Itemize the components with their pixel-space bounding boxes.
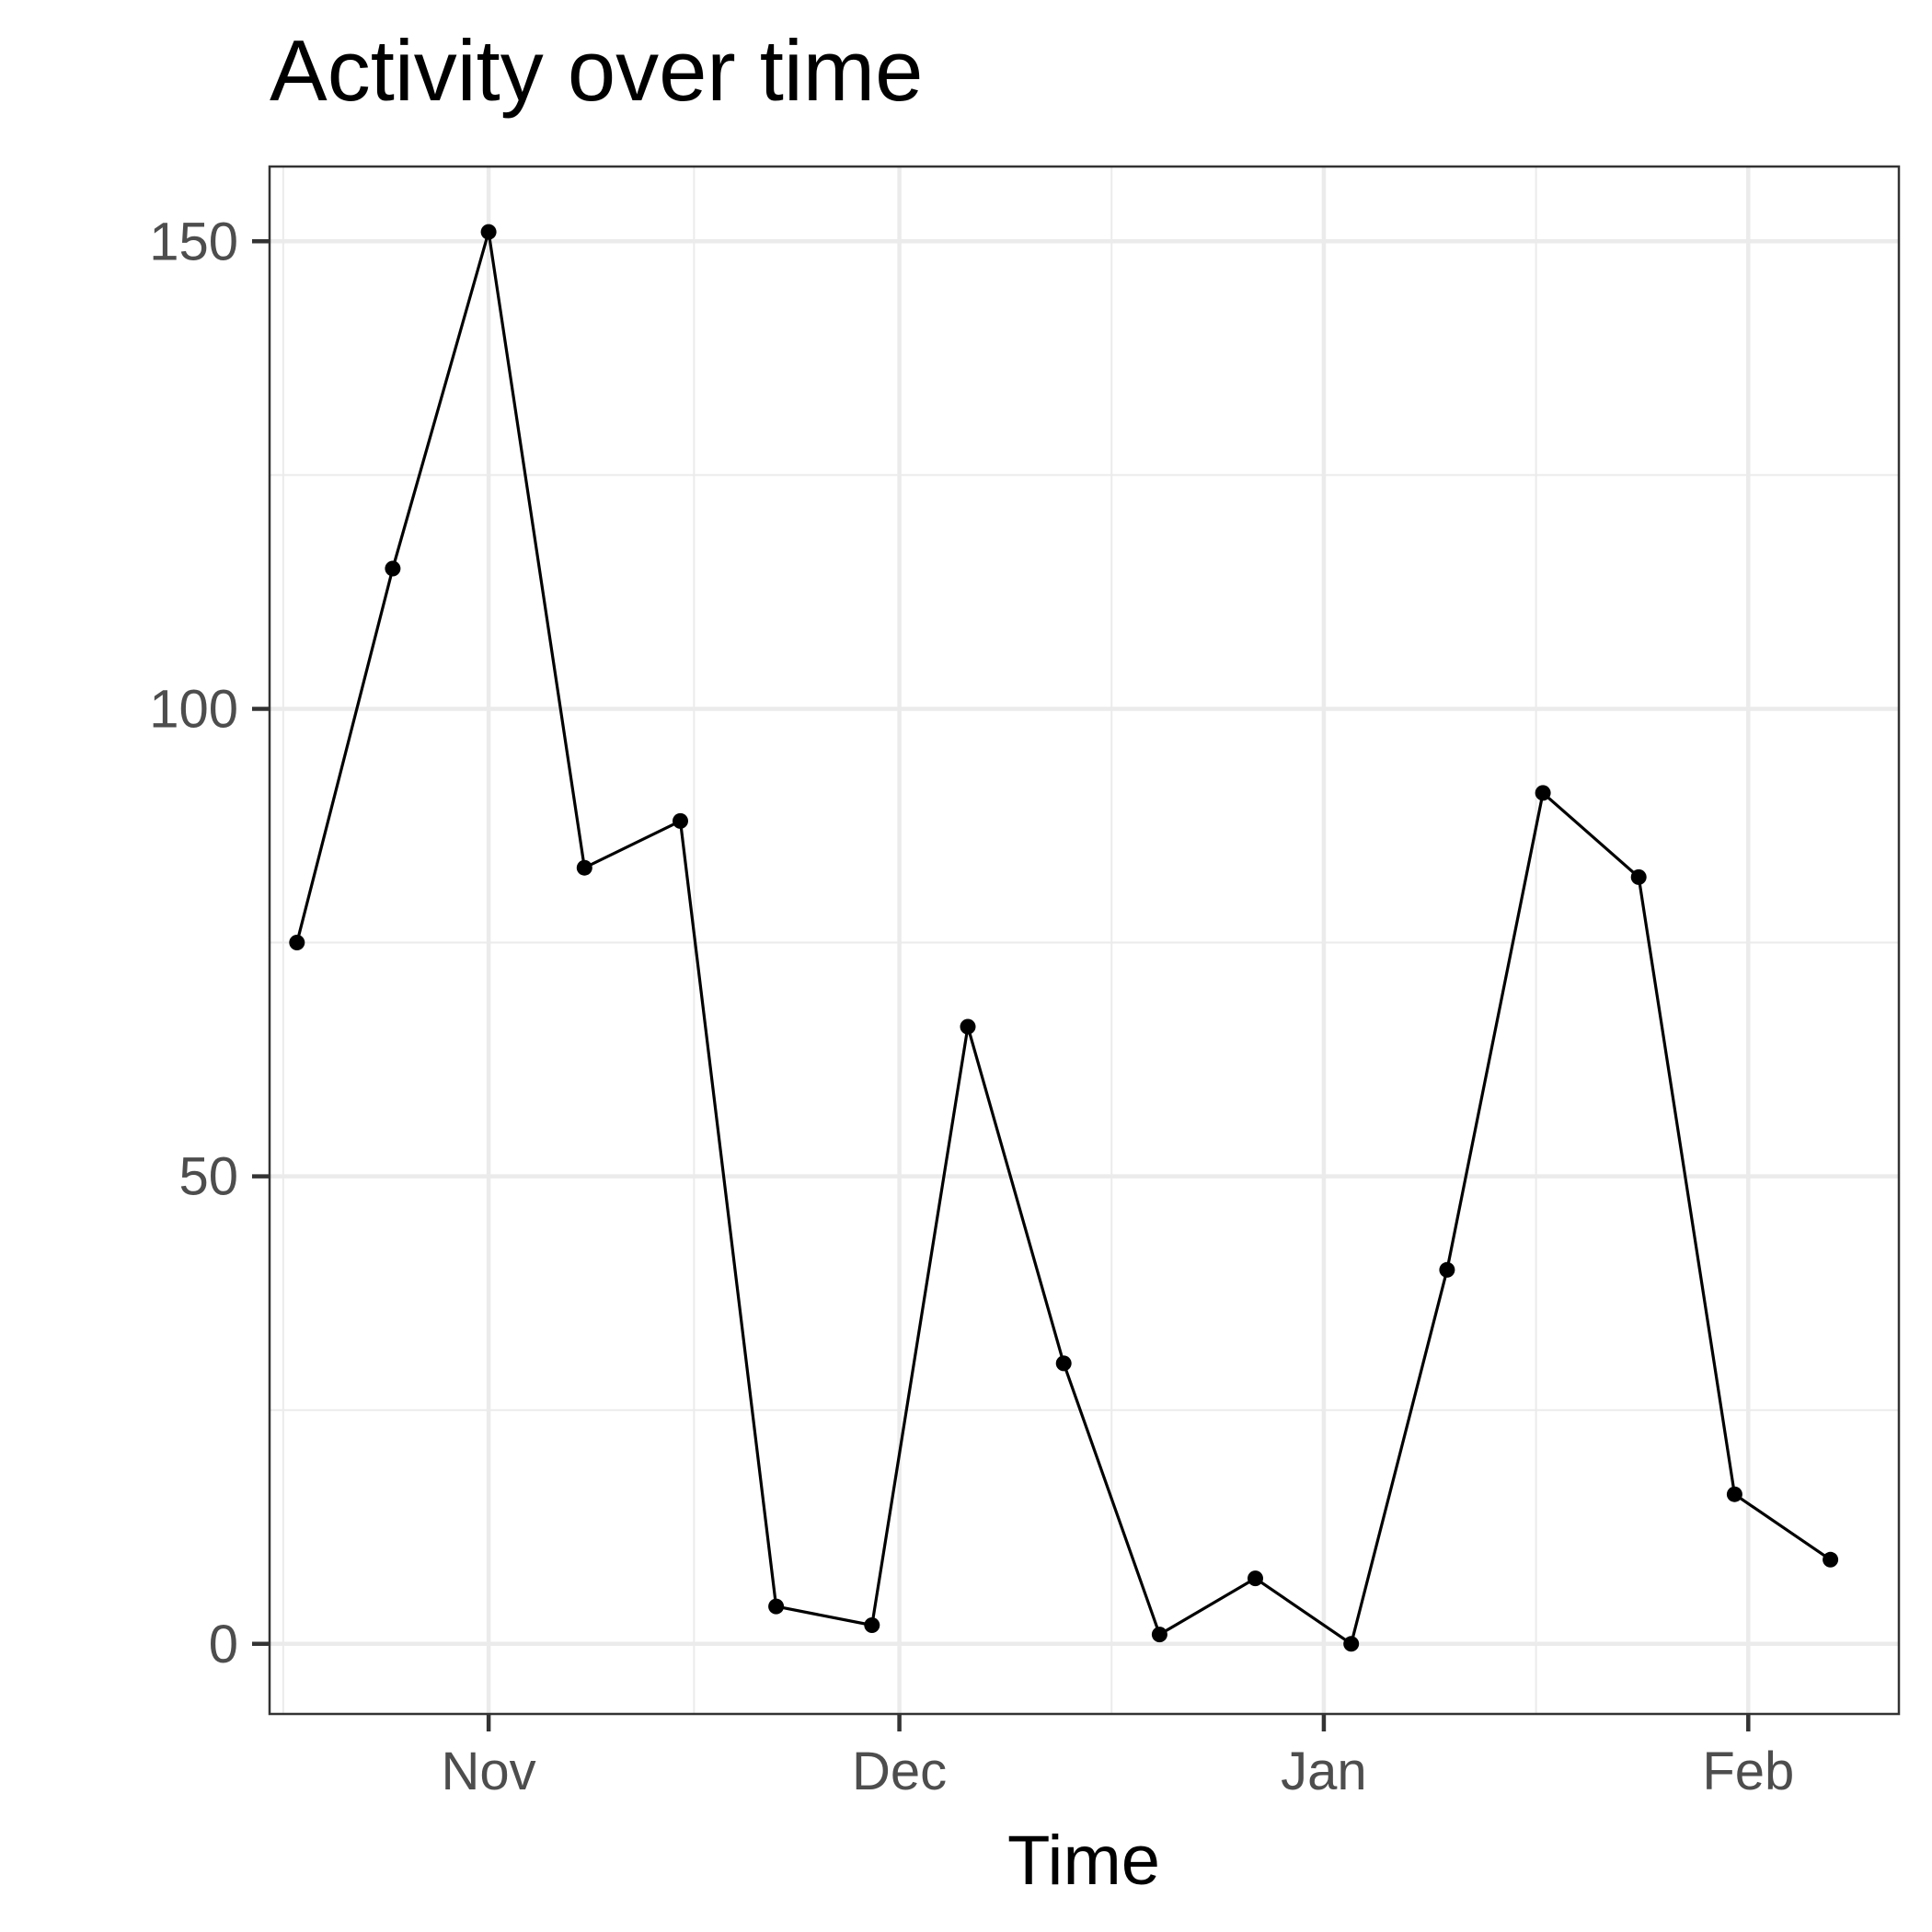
y-tick-label: 50 xyxy=(178,1147,238,1207)
data-point xyxy=(1439,1261,1455,1278)
y-tick-label: 100 xyxy=(149,679,238,739)
data-point xyxy=(1823,1551,1839,1568)
data-point xyxy=(1248,1570,1263,1587)
data-point xyxy=(768,1598,785,1615)
x-tick-label: Feb xyxy=(1702,1742,1794,1801)
data-point xyxy=(1343,1636,1360,1652)
data-point xyxy=(864,1617,880,1633)
chart-title: Activity over time xyxy=(270,22,924,119)
data-point xyxy=(1630,868,1647,885)
data-point xyxy=(1151,1627,1167,1643)
data-points xyxy=(289,224,1839,1652)
data-point xyxy=(385,560,401,577)
x-tick-label: Jan xyxy=(1281,1742,1367,1801)
series-line xyxy=(295,230,1832,1646)
y-tick-label: 150 xyxy=(149,212,238,271)
data-point xyxy=(576,859,592,876)
x-axis: Nov Dec Jan Feb xyxy=(442,1714,1794,1801)
x-tick-label: Dec xyxy=(852,1742,947,1801)
major-gridlines xyxy=(270,167,1899,1714)
data-point xyxy=(289,935,305,950)
data-point xyxy=(1535,785,1551,801)
y-tick-label: 0 xyxy=(209,1615,238,1674)
panel-border xyxy=(268,165,1901,1716)
x-tick-label: Nov xyxy=(442,1742,536,1801)
data-point xyxy=(673,812,688,829)
y-axis: 0 50 100 150 xyxy=(149,212,270,1674)
x-axis-title: Time xyxy=(1007,1822,1160,1900)
data-point xyxy=(1055,1355,1072,1372)
data-point xyxy=(960,1018,976,1035)
data-point xyxy=(1726,1486,1742,1502)
data-point xyxy=(480,224,497,240)
